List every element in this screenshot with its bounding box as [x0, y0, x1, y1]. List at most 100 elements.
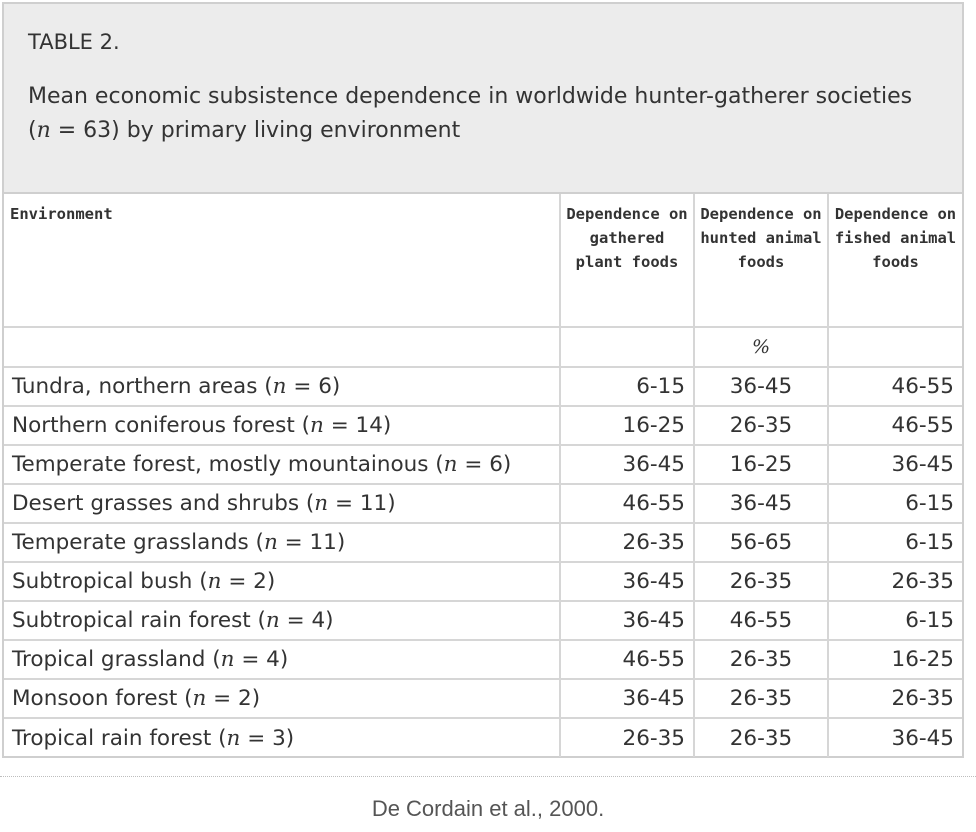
sample-size-count: = 14): [323, 413, 392, 438]
unit-cell-percent: %: [693, 326, 829, 367]
table-label: TABLE 2.: [28, 30, 120, 54]
gathered-plant-cell: 26-35: [559, 522, 695, 563]
environment-name: Temperate grasslands (: [12, 530, 264, 555]
environment-cell: Subtropical bush (n = 2): [4, 561, 561, 602]
table-row: Temperate grasslands (n = 11) 26-35 56-6…: [4, 522, 962, 563]
sample-size-symbol: n: [443, 452, 458, 477]
hunted-animal-cell: 26-35: [693, 678, 829, 719]
environment-cell: Tropical rain forest (n = 3): [4, 717, 561, 757]
gathered-plant-cell: 46-55: [559, 483, 695, 524]
column-header-environment: Environment: [4, 194, 561, 328]
table-row: Subtropical bush (n = 2) 36-45 26-35 26-…: [4, 561, 962, 602]
sample-size-symbol: n: [314, 491, 329, 516]
table-row: Northern coniferous forest (n = 14) 16-2…: [4, 405, 962, 446]
fished-animal-cell: 36-45: [827, 444, 962, 485]
environment-cell: Monsoon forest (n = 2): [4, 678, 561, 719]
sample-size-symbol: n: [226, 725, 241, 751]
environment-name: Subtropical rain forest (: [12, 608, 266, 633]
column-header-fished-animal: Dependence on fished animal foods: [827, 194, 962, 328]
fished-animal-cell: 36-45: [827, 717, 962, 757]
sample-size-symbol: n: [263, 530, 278, 555]
fished-animal-cell: 26-35: [827, 561, 962, 602]
table-row: Subtropical rain forest (n = 4) 36-45 46…: [4, 600, 962, 641]
environment-cell: Temperate forest, mostly mountainous (n …: [4, 444, 561, 485]
gathered-plant-cell: 36-45: [559, 444, 695, 485]
table-row: Tropical grassland (n = 4) 46-55 26-35 1…: [4, 639, 962, 680]
gathered-plant-cell: 36-45: [559, 600, 695, 641]
hunted-animal-cell: 36-45: [693, 483, 829, 524]
gathered-plant-cell: 46-55: [559, 639, 695, 680]
sample-size-count: = 6): [457, 452, 512, 477]
sample-size-symbol: n: [310, 413, 324, 438]
sample-size-symbol: n: [265, 608, 280, 633]
hunted-animal-cell: 26-35: [693, 717, 829, 757]
fished-animal-cell: 6-15: [827, 483, 962, 524]
hunted-animal-cell: 16-25: [693, 444, 829, 485]
environment-name: Monsoon forest (: [12, 686, 193, 711]
hunted-animal-cell: 56-65: [693, 522, 829, 563]
sample-size-symbol: n: [207, 569, 222, 594]
environment-cell: Subtropical rain forest (n = 4): [4, 600, 561, 641]
table-row: Tropical rain forest (n = 3) 26-35 26-35…: [4, 717, 962, 757]
table-caption: TABLE 2. Mean economic subsistence depen…: [4, 4, 962, 194]
fished-animal-cell: 6-15: [827, 522, 962, 563]
hunted-animal-cell: 26-35: [693, 405, 829, 446]
environment-name: Temperate forest, mostly mountainous (: [12, 452, 444, 477]
sample-size-count: = 2): [206, 686, 261, 711]
hunted-animal-cell: 26-35: [693, 561, 829, 602]
environment-name: Tundra, northern areas (: [12, 374, 273, 399]
table-figure: TABLE 2. Mean economic subsistence depen…: [2, 2, 964, 758]
sample-size-symbol: n: [220, 647, 235, 672]
table-title-text-2: = 63) by primary living environment: [50, 118, 461, 143]
table-row: Monsoon forest (n = 2) 36-45 26-35 26-35: [4, 678, 962, 719]
column-header-hunted-animal: Dependence on hunted animal foods: [693, 194, 829, 328]
fished-animal-cell: 16-25: [827, 639, 962, 680]
environment-name: Desert grasses and shrubs (: [12, 491, 315, 516]
gathered-plant-cell: 6-15: [559, 366, 695, 407]
environment-cell: Temperate grasslands (n = 11): [4, 522, 561, 563]
hunted-animal-cell: 36-45: [693, 366, 829, 407]
environment-name: Northern coniferous forest (: [12, 413, 311, 438]
environment-name: Subtropical bush (: [12, 569, 208, 594]
environment-name: Tropical rain forest (: [12, 725, 227, 751]
gathered-plant-cell: 16-25: [559, 405, 695, 446]
table-title-text-1: Mean economic subsistence dependence in …: [28, 84, 913, 143]
unit-cell: [827, 326, 962, 367]
table-header-row: Environment Dependence on gathered plant…: [4, 194, 962, 328]
sample-size-count: = 3): [240, 725, 295, 751]
gathered-plant-cell: 36-45: [559, 561, 695, 602]
sample-size-symbol: n: [272, 374, 287, 399]
column-header-gathered-plant: Dependence on gathered plant foods: [559, 194, 695, 328]
unit-cell: [4, 326, 561, 367]
fished-animal-cell: 6-15: [827, 600, 962, 641]
table-row: Desert grasses and shrubs (n = 11) 46-55…: [4, 483, 962, 524]
fished-animal-cell: 26-35: [827, 678, 962, 719]
gathered-plant-cell: 36-45: [559, 678, 695, 719]
environment-cell: Northern coniferous forest (n = 14): [4, 405, 561, 446]
hunted-animal-cell: 46-55: [693, 600, 829, 641]
sample-size-symbol: n: [192, 686, 207, 711]
fished-animal-cell: 46-55: [827, 366, 962, 407]
sample-size-count: = 11): [328, 491, 396, 516]
table-row: Tundra, northern areas (n = 6) 6-15 36-4…: [4, 366, 962, 407]
sample-size-count: = 4): [234, 647, 289, 672]
unit-row: %: [4, 326, 962, 367]
table-row: Temperate forest, mostly mountainous (n …: [4, 444, 962, 485]
sample-size-count: = 11): [277, 530, 346, 555]
sample-size-count: = 4): [279, 608, 334, 633]
environment-cell: Tropical grassland (n = 4): [4, 639, 561, 680]
hunted-animal-cell: 26-35: [693, 639, 829, 680]
sample-size-count: = 6): [286, 374, 341, 399]
gathered-plant-cell: 26-35: [559, 717, 695, 757]
environment-cell: Tundra, northern areas (n = 6): [4, 366, 561, 407]
table-title: Mean economic subsistence dependence in …: [28, 80, 938, 148]
table-title-n: n: [36, 118, 51, 143]
source-citation: De Cordain et al., 2000.: [371, 796, 605, 821]
unit-cell: [559, 326, 695, 367]
source-divider: [0, 776, 976, 777]
environment-cell: Desert grasses and shrubs (n = 11): [4, 483, 561, 524]
environment-name: Tropical grassland (: [12, 647, 221, 672]
subsistence-table: Environment Dependence on gathered plant…: [4, 194, 962, 757]
fished-animal-cell: 46-55: [827, 405, 962, 446]
sample-size-count: = 2): [221, 569, 276, 594]
